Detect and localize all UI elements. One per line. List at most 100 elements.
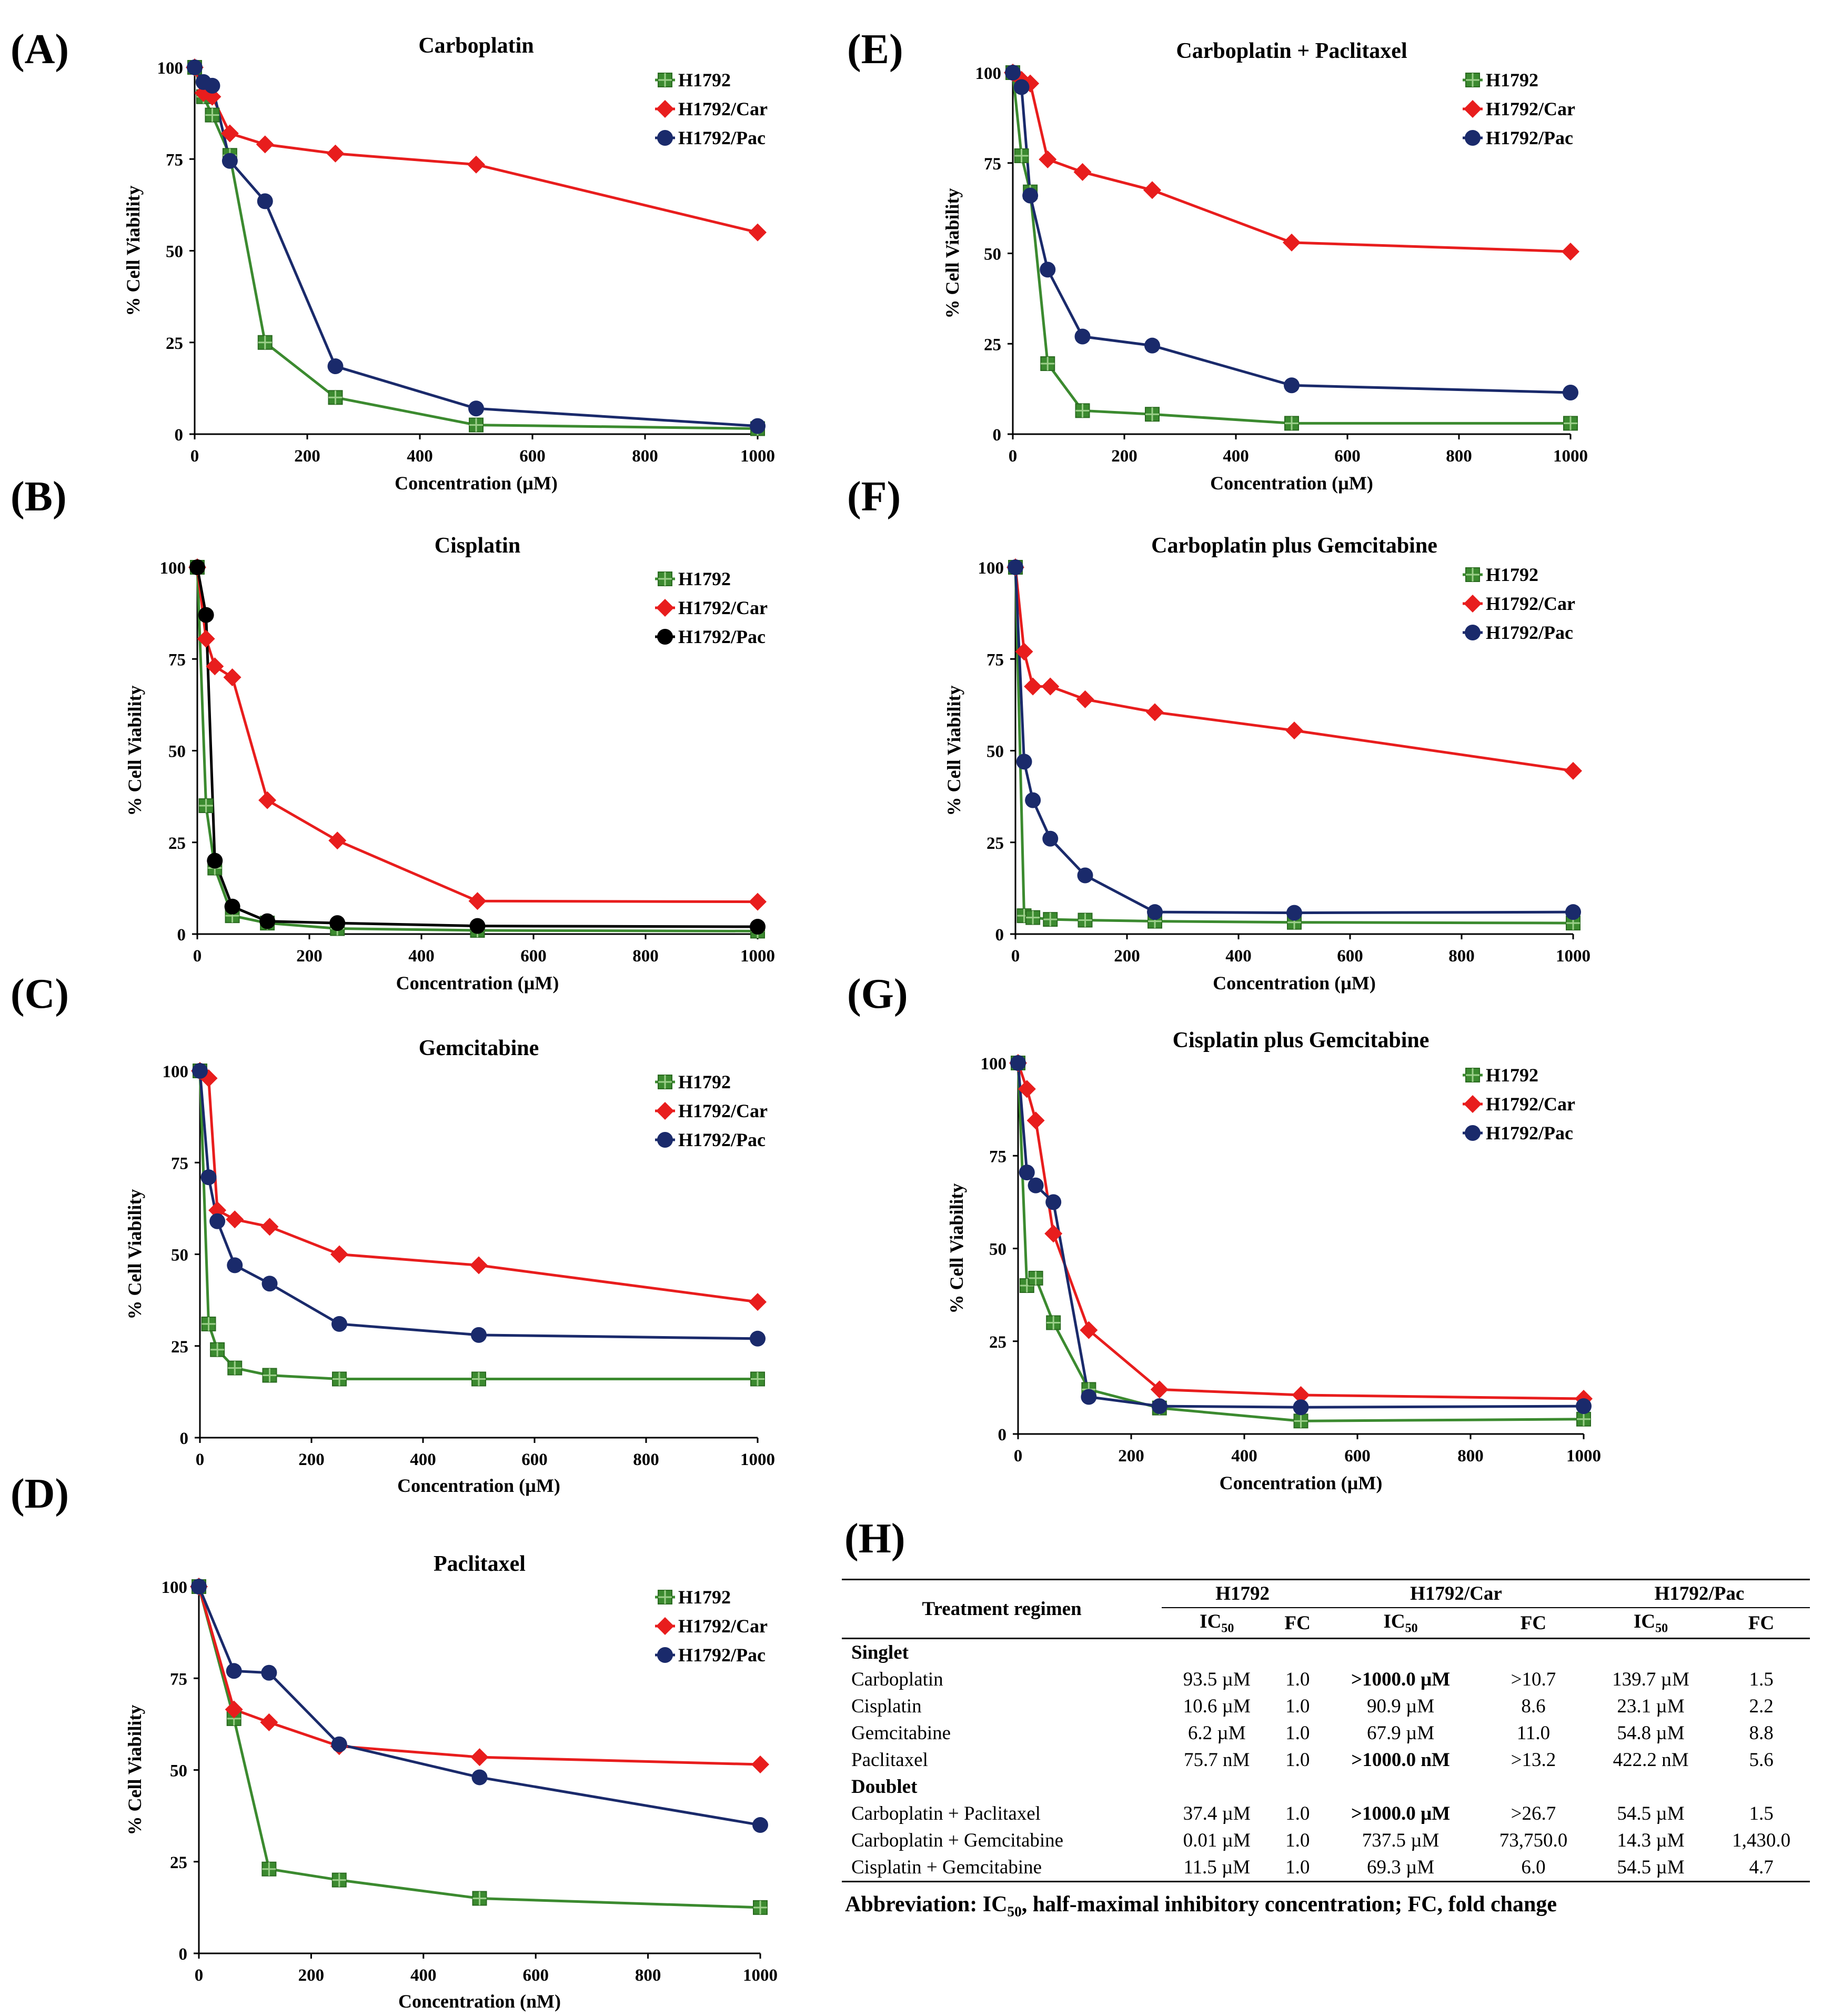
header-group-h1792-car: H1792/Car <box>1323 1579 1589 1608</box>
fc-cell: >26.7 <box>1511 1803 1556 1825</box>
data-point <box>1565 904 1581 920</box>
data-point <box>1143 181 1161 199</box>
ic50-cell: 737.5 µM <box>1362 1830 1440 1852</box>
y-tick-label: 50 <box>984 245 1001 264</box>
chart-title: Carboplatin plus Gemcitabine <box>1151 534 1437 558</box>
y-tick-label: 25 <box>170 1853 187 1872</box>
chart-title: Gemcitabine <box>419 1036 539 1060</box>
series-line <box>197 1586 761 1909</box>
y-tick-label: 25 <box>989 1333 1006 1352</box>
data-point <box>1013 79 1030 95</box>
data-point <box>261 1664 277 1681</box>
y-tick-label: 100 <box>978 559 1004 578</box>
y-tick-label: 25 <box>984 335 1001 354</box>
data-point <box>227 1257 243 1273</box>
data-point <box>328 831 347 850</box>
y-tick-label: 100 <box>981 1055 1007 1074</box>
fc-cell: 4.7 <box>1713 1854 1810 1883</box>
y-tick-label: 0 <box>998 1426 1007 1445</box>
data-point <box>1018 1080 1036 1098</box>
y-tick-label: 50 <box>170 1762 187 1781</box>
y-tick-label: 0 <box>175 426 184 445</box>
data-point <box>187 59 203 75</box>
y-axis-label: % Cell Viability <box>946 1183 967 1313</box>
data-point <box>222 153 238 169</box>
x-axis-label: Concentration (µM) <box>397 1475 560 1496</box>
data-point <box>260 1218 279 1236</box>
y-axis-label: % Cell Viability <box>124 1189 145 1319</box>
data-point <box>471 1769 488 1786</box>
x-tick-label: 600 <box>521 1450 548 1469</box>
chart-title: Carboplatin <box>418 34 533 58</box>
data-point <box>750 418 766 434</box>
y-axis-label: % Cell Viability <box>124 685 145 816</box>
x-tick-label: 600 <box>1344 1447 1371 1466</box>
data-point <box>1040 262 1056 278</box>
series-line <box>193 66 758 428</box>
y-tick-label: 75 <box>170 1670 187 1689</box>
legend-marker <box>1464 1095 1482 1113</box>
data-point <box>1015 643 1033 661</box>
x-axis-label: Concentration (µM) <box>396 972 559 994</box>
header-ic50: IC50 <box>1633 1611 1668 1636</box>
data-point <box>1562 243 1579 261</box>
data-point <box>470 1748 489 1767</box>
data-point <box>471 1327 487 1343</box>
data-point <box>191 1579 207 1594</box>
x-tick-label: 400 <box>1225 947 1252 966</box>
y-axis-label: % Cell Viability <box>124 1704 145 1835</box>
fc-cell: >13.2 <box>1511 1749 1556 1771</box>
chart-title: Cisplatin <box>435 534 520 558</box>
fc-cell: 1.0 <box>1272 1854 1324 1883</box>
data-point <box>1019 1164 1035 1180</box>
data-point <box>1076 690 1094 708</box>
ic50-cell: 54.5 µM <box>1617 1803 1685 1825</box>
x-axis-label: Concentration (µM) <box>1210 473 1373 494</box>
series-line <box>196 567 758 928</box>
y-tick-label: 75 <box>171 1154 188 1173</box>
ic50-cell: 23.1 µM <box>1617 1696 1685 1718</box>
data-point <box>1022 187 1039 204</box>
fc-cell: 1.0 <box>1285 1722 1310 1744</box>
regimen-cell: Cisplatin + Gemcitabine <box>842 1854 1162 1883</box>
legend-label: H1792 <box>678 69 731 91</box>
legend-label: H1792 <box>1486 564 1538 585</box>
x-axis-label: Concentration (µM) <box>1213 972 1376 994</box>
fc-cell: >10.7 <box>1511 1669 1556 1691</box>
ic50-cell: 90.9 µM <box>1366 1696 1435 1718</box>
fc-cell: 8.8 <box>1749 1722 1774 1744</box>
legend-label: H1792/Pac <box>678 1644 766 1666</box>
series-line <box>1014 567 1574 925</box>
panel-letter: (E) <box>847 26 903 73</box>
data-point <box>1150 1380 1169 1399</box>
data-point <box>1576 1398 1592 1415</box>
x-tick-label: 400 <box>410 1450 436 1469</box>
header-group-h1792-pac: H1792/Pac <box>1588 1579 1810 1608</box>
data-point <box>1147 904 1163 920</box>
x-tick-label: 200 <box>294 447 320 466</box>
legend-marker <box>1464 595 1482 613</box>
y-tick-label: 25 <box>987 834 1004 853</box>
legend-marker <box>656 1617 674 1635</box>
y-tick-label: 75 <box>987 650 1004 669</box>
ic50-cell: 54.5 µM <box>1588 1854 1713 1883</box>
panel-letter: (F) <box>847 474 901 520</box>
legend-marker <box>656 100 674 118</box>
series-line <box>1014 567 1574 915</box>
y-tick-label: 100 <box>162 1578 188 1597</box>
y-tick-label: 25 <box>171 1338 188 1357</box>
legend-label: H1792/Pac <box>1486 622 1573 643</box>
x-tick-label: 600 <box>1337 947 1363 966</box>
data-point <box>200 1169 217 1186</box>
data-point <box>749 223 767 242</box>
panel-letter-h: (H) <box>844 1516 905 1562</box>
fc-cell: 1.0 <box>1285 1803 1310 1825</box>
legend-marker <box>1464 100 1482 118</box>
data-point <box>329 915 346 931</box>
ic50-cell: >1000.0 nM <box>1351 1749 1450 1771</box>
x-tick-label: 1000 <box>1566 1447 1601 1466</box>
